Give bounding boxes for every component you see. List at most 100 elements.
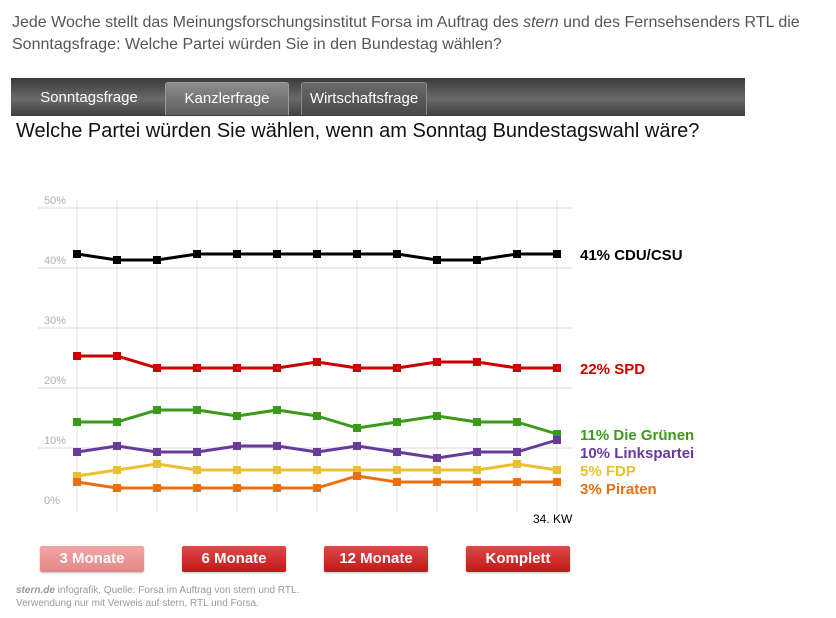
data-point-fdp — [193, 466, 201, 474]
data-point-die-gr-nen — [113, 418, 121, 426]
footer-credit: stern.de infografik, Quelle: Forsa im Au… — [16, 584, 299, 610]
data-point-spd — [273, 364, 281, 372]
data-point-spd — [233, 364, 241, 372]
data-point-fdp — [113, 466, 121, 474]
data-point-fdp — [433, 466, 441, 474]
data-point-die-gr-nen — [513, 418, 521, 426]
data-point-linkspartei — [513, 448, 521, 456]
data-point-linkspartei — [113, 442, 121, 450]
data-point-die-gr-nen — [153, 406, 161, 414]
data-point-die-gr-nen — [73, 418, 81, 426]
intro-after: und des Fernsehsenders RTL die Sonntagsf… — [12, 14, 800, 53]
data-point-cdu-csu — [113, 256, 121, 264]
data-point-fdp — [473, 466, 481, 474]
data-point-die-gr-nen — [433, 412, 441, 420]
chart-question: Welche Partei würden Sie wählen, wenn am… — [16, 120, 700, 142]
line-chart: 0% 10% 20% 30% 40% 50% 41% CDU/CSU 22% SPD 11% D… — [38, 195, 694, 526]
data-point-cdu-csu — [433, 256, 441, 264]
data-point-spd — [473, 358, 481, 366]
data-point-die-gr-nen — [553, 430, 561, 438]
data-point-die-gr-nen — [353, 424, 361, 432]
data-point-piraten — [233, 484, 241, 492]
data-point-piraten — [513, 478, 521, 486]
data-point-linkspartei — [273, 442, 281, 450]
series-label-linkspartei: 10% Linkspartei — [580, 445, 694, 462]
range-button-komplett[interactable]: Komplett — [466, 546, 570, 572]
series-label-spd: 22% SPD — [580, 361, 645, 378]
tab-bar: Sonntagsfrage Kanzlerfrage Wirtschaftsfr… — [11, 78, 745, 116]
x-end-label: 34. KW — [533, 512, 573, 526]
data-point-piraten — [193, 484, 201, 492]
y-tick-label: 10% — [44, 435, 66, 447]
data-point-spd — [313, 358, 321, 366]
data-point-linkspartei — [313, 448, 321, 456]
data-point-linkspartei — [193, 448, 201, 456]
data-point-die-gr-nen — [233, 412, 241, 420]
data-point-piraten — [433, 478, 441, 486]
series-label-cdu-csu: 41% CDU/CSU — [580, 247, 683, 264]
data-point-cdu-csu — [513, 250, 521, 258]
intro-text: Jede Woche stellt das Meinungsforschungs… — [12, 12, 832, 56]
data-point-spd — [433, 358, 441, 366]
footer-brand: stern.de — [16, 585, 55, 596]
data-point-die-gr-nen — [313, 412, 321, 420]
data-point-spd — [73, 352, 81, 360]
data-point-cdu-csu — [553, 250, 561, 258]
data-point-piraten — [153, 484, 161, 492]
footer-line1: infografik, Quelle: Forsa im Auftrag von… — [54, 585, 300, 596]
data-point-spd — [513, 364, 521, 372]
series-label-fdp: 5% FDP — [580, 463, 636, 480]
data-point-cdu-csu — [273, 250, 281, 258]
range-button-12-monate[interactable]: 12 Monate — [324, 546, 428, 572]
data-point-spd — [553, 364, 561, 372]
data-point-fdp — [393, 466, 401, 474]
data-point-spd — [113, 352, 121, 360]
y-tick-label: 20% — [44, 375, 66, 387]
data-point-linkspartei — [353, 442, 361, 450]
data-point-piraten — [473, 478, 481, 486]
data-point-linkspartei — [393, 448, 401, 456]
data-point-linkspartei — [233, 442, 241, 450]
data-point-piraten — [353, 472, 361, 480]
data-point-cdu-csu — [473, 256, 481, 264]
range-button-6-monate[interactable]: 6 Monate — [182, 546, 286, 572]
tab-wirtschaftsfrage[interactable]: Wirtschaftsfrage — [301, 82, 427, 115]
data-point-fdp — [233, 466, 241, 474]
data-point-fdp — [273, 466, 281, 474]
tab-kanzlerfrage[interactable]: Kanzlerfrage — [165, 82, 289, 115]
data-point-fdp — [153, 460, 161, 468]
data-point-linkspartei — [473, 448, 481, 456]
series-label-piraten: 3% Piraten — [580, 481, 657, 498]
data-point-piraten — [73, 478, 81, 486]
data-point-spd — [153, 364, 161, 372]
data-point-linkspartei — [553, 436, 561, 444]
tab-sonntagsfrage[interactable]: Sonntagsfrage — [40, 89, 138, 106]
footer-line2: Verwendung nur mit Verweis auf stern, RT… — [16, 598, 259, 609]
y-tick-label: 50% — [44, 195, 66, 207]
data-point-die-gr-nen — [473, 418, 481, 426]
y-tick-label: 30% — [44, 315, 66, 327]
series-label-die-gr-nen: 11% Die Grünen — [580, 427, 694, 444]
data-point-linkspartei — [153, 448, 161, 456]
data-point-cdu-csu — [73, 250, 81, 258]
intro-before: Jede Woche stellt das Meinungsforschungs… — [12, 14, 524, 31]
data-point-spd — [353, 364, 361, 372]
data-point-fdp — [73, 472, 81, 480]
data-point-piraten — [553, 478, 561, 486]
data-point-linkspartei — [73, 448, 81, 456]
data-point-cdu-csu — [193, 250, 201, 258]
data-point-fdp — [513, 460, 521, 468]
data-point-piraten — [113, 484, 121, 492]
data-point-die-gr-nen — [273, 406, 281, 414]
y-tick-label: 40% — [44, 255, 66, 267]
data-point-die-gr-nen — [193, 406, 201, 414]
data-point-cdu-csu — [233, 250, 241, 258]
range-button-3-monate[interactable]: 3 Monate — [40, 546, 144, 572]
data-point-spd — [193, 364, 201, 372]
data-point-cdu-csu — [153, 256, 161, 264]
y-tick-label: 0% — [44, 495, 60, 507]
data-point-die-gr-nen — [393, 418, 401, 426]
data-point-cdu-csu — [313, 250, 321, 258]
data-point-cdu-csu — [353, 250, 361, 258]
data-point-cdu-csu — [393, 250, 401, 258]
